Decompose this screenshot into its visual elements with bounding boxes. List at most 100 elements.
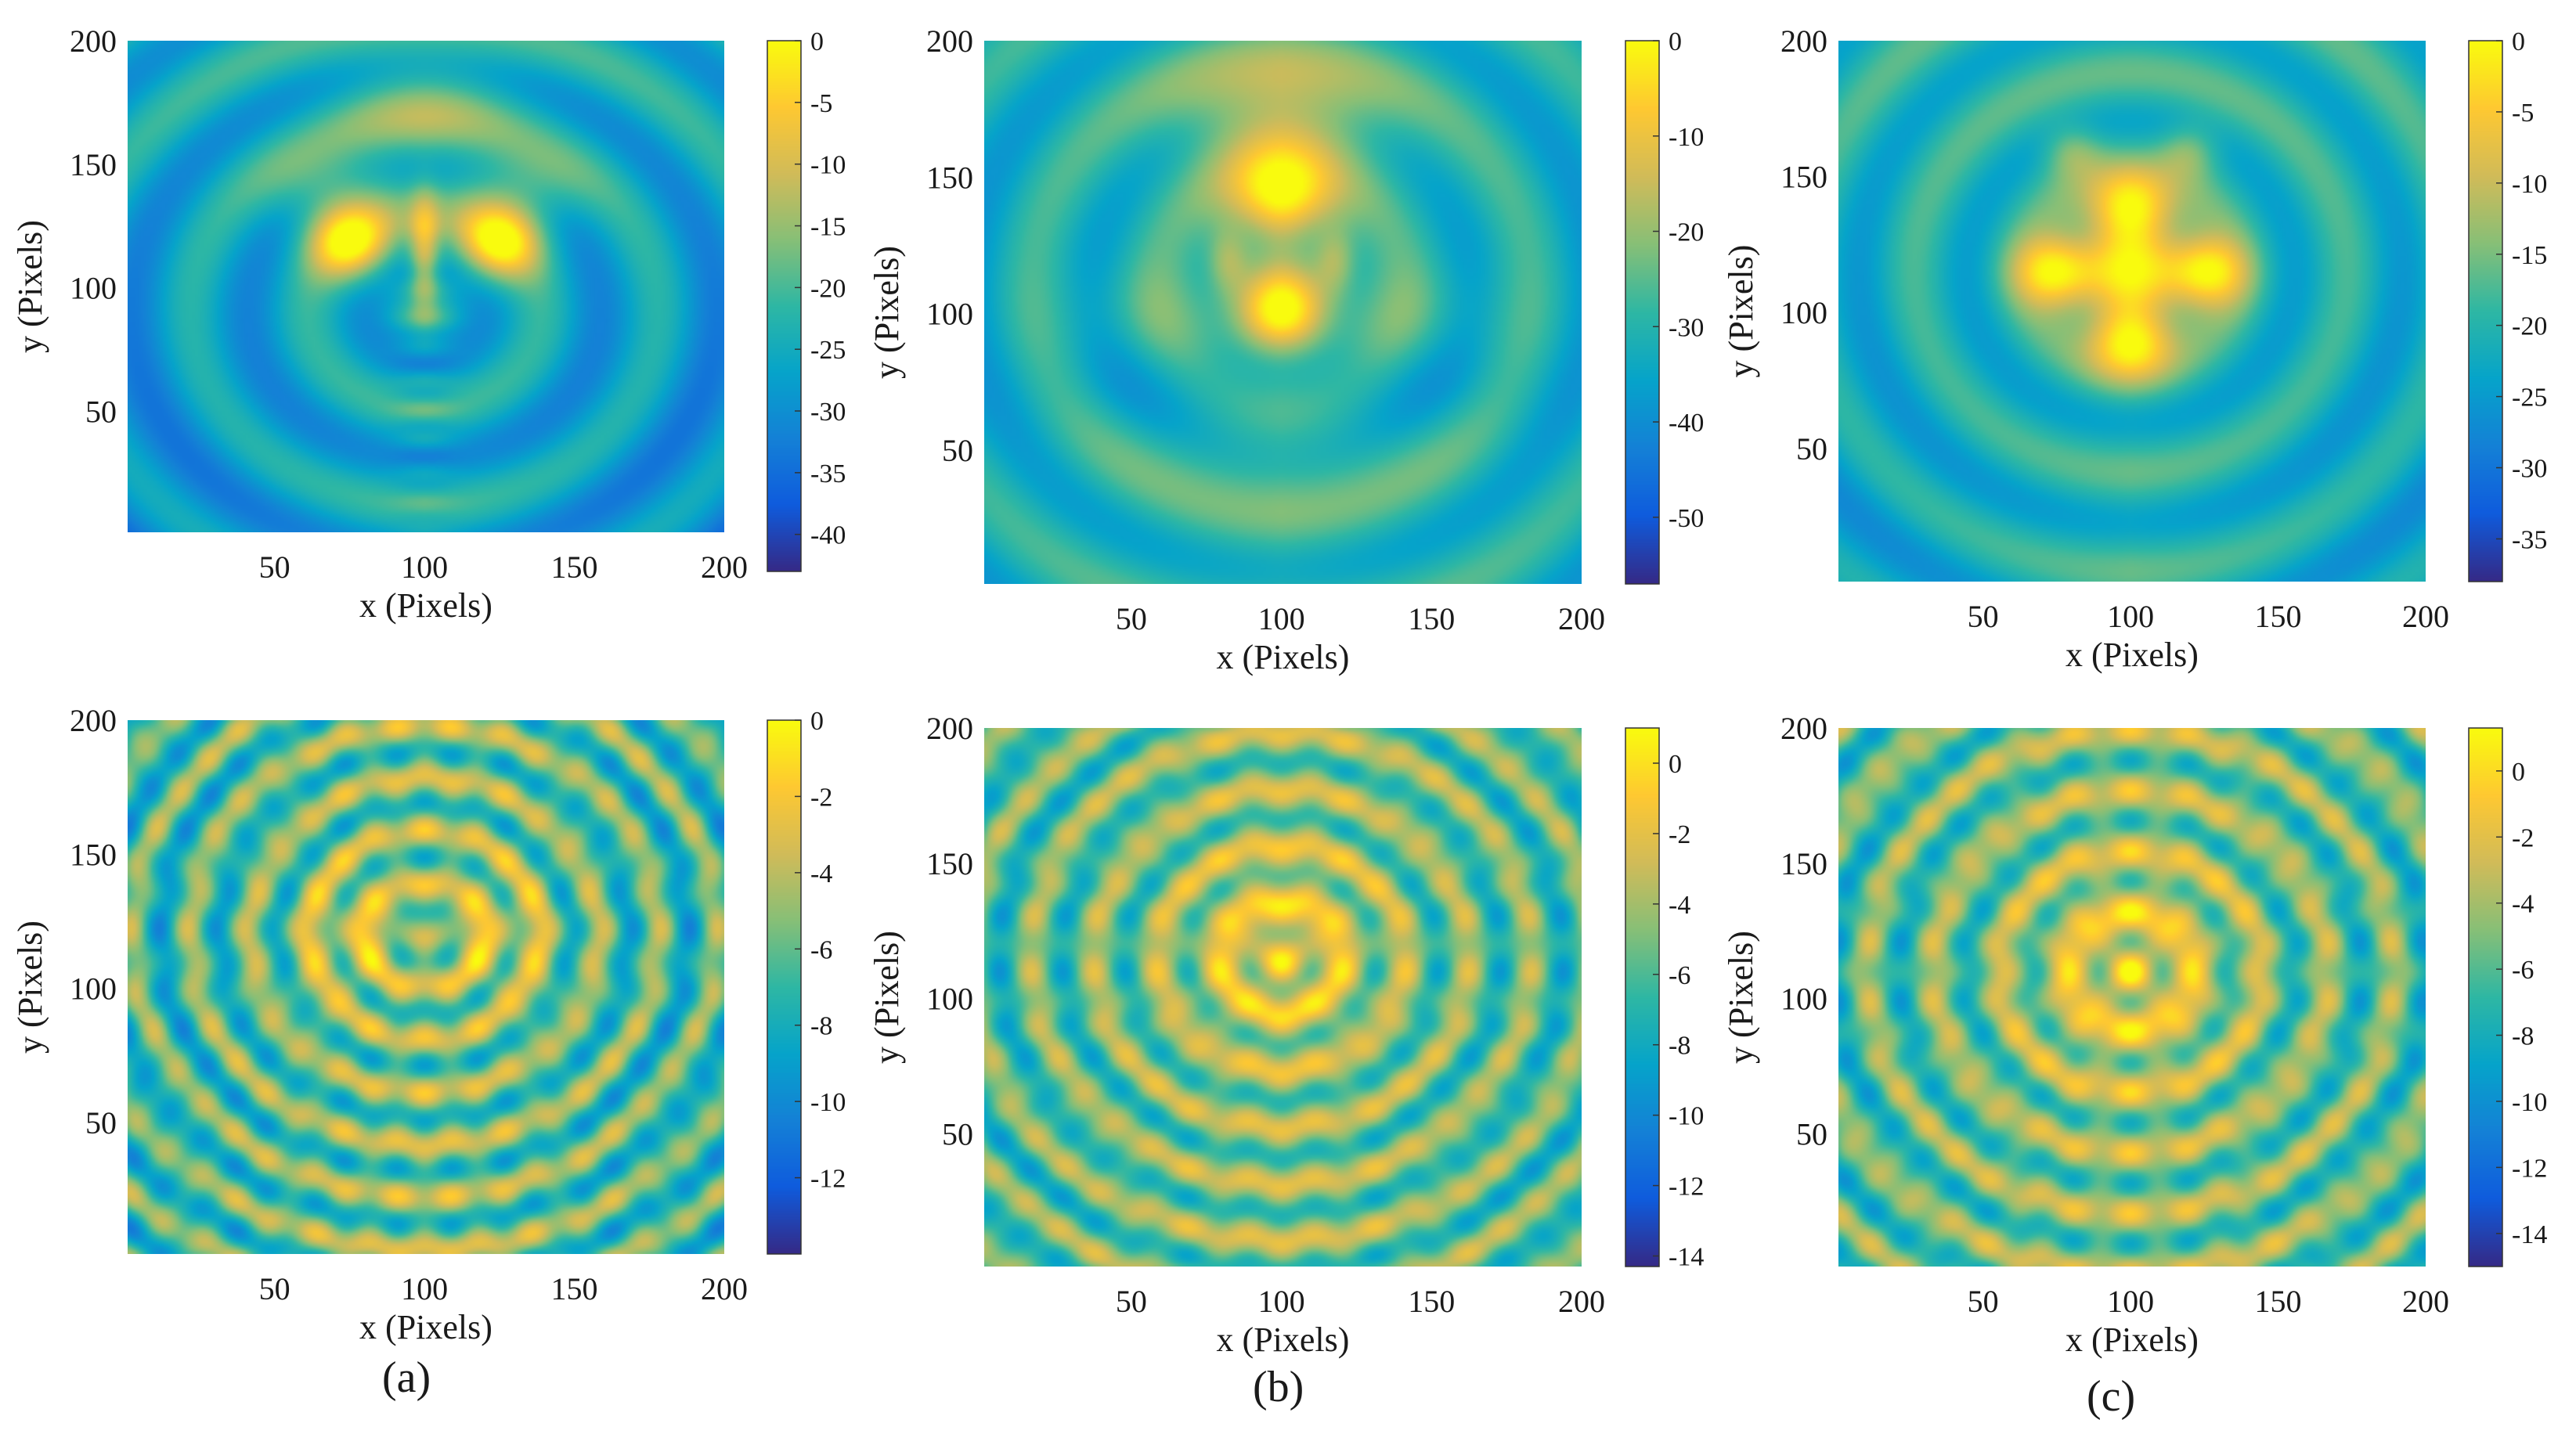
colorbar-tick-label: -4 [810, 859, 832, 888]
colorbar-tick-label: -20 [2512, 312, 2547, 341]
colorbar-tick-label: -5 [810, 89, 832, 118]
x-tick-label: 150 [551, 550, 598, 585]
y-tick-label: 150 [1780, 160, 1827, 195]
colorbar-tick-label: -10 [2512, 1088, 2547, 1117]
y-tick-label: 50 [942, 433, 973, 468]
colorbar-a-top [767, 41, 801, 571]
x-tick-label: 150 [2255, 1284, 2302, 1319]
x-tick-label: 150 [1408, 1284, 1455, 1319]
x-tick-label: 50 [1116, 601, 1147, 636]
colorbar-tick-label: -8 [2512, 1022, 2534, 1051]
x-tick-label: 50 [1968, 1284, 1999, 1319]
x-axis-label: x (Pixels) [1217, 638, 1350, 676]
colorbar-tick-label: -20 [1669, 218, 1704, 247]
x-tick-label: 200 [701, 550, 748, 585]
colorbar-tick-label: 0 [2512, 27, 2525, 56]
x-tick-label: 50 [259, 1271, 290, 1306]
y-tick-label: 50 [85, 1105, 117, 1141]
colorbar-b-top [1625, 41, 1659, 584]
colorbar-tick-label: -40 [810, 521, 846, 550]
y-tick-label: 100 [70, 971, 117, 1007]
x-tick-label: 50 [1116, 1284, 1147, 1319]
colorbar-b-bottom [1625, 728, 1659, 1267]
colorbar-tick-label: -25 [810, 336, 846, 365]
colorbar-tick-label: -2 [810, 783, 832, 812]
colorbar-tick-label: -14 [1669, 1243, 1704, 1272]
x-tick-label: 150 [551, 1271, 598, 1306]
y-tick-label: 200 [926, 23, 973, 59]
colorbar-tick-label: -30 [810, 398, 846, 427]
caption-b: (b) [1253, 1363, 1304, 1411]
colorbar-frame [2468, 40, 2503, 582]
y-tick-label: 100 [1780, 982, 1827, 1017]
heatmap-image-c-bottom [1838, 728, 2426, 1267]
x-axis-label: x (Pixels) [2065, 636, 2199, 674]
x-tick-label: 200 [1558, 1284, 1605, 1319]
x-axis-label: x (Pixels) [359, 586, 492, 625]
y-tick-label: 50 [85, 394, 117, 429]
colorbar-frame [1625, 40, 1660, 585]
colorbar-frame [1625, 727, 1660, 1267]
y-tick-label: 50 [1796, 431, 1827, 467]
x-tick-label: 100 [401, 1271, 448, 1306]
y-tick-label: 200 [70, 703, 117, 738]
colorbar-tick-label: -8 [1669, 1032, 1690, 1061]
x-tick-label: 150 [2255, 599, 2302, 634]
colorbar-tick-label: -30 [1669, 313, 1704, 342]
x-tick-label: 100 [401, 550, 448, 585]
y-tick-label: 150 [1780, 846, 1827, 881]
x-tick-label: 200 [701, 1271, 748, 1306]
colorbar-tick-label: -15 [2512, 241, 2547, 270]
colorbar-tick-label: -6 [2512, 956, 2534, 985]
colorbar-tick-label: 0 [1669, 750, 1682, 779]
y-tick-label: 100 [1780, 295, 1827, 330]
colorbar-tick-label: 0 [1669, 27, 1682, 56]
colorbar-tick-label: -6 [810, 935, 832, 964]
x-tick-label: 100 [2107, 599, 2154, 634]
colorbar-tick-label: -40 [1669, 409, 1704, 438]
y-tick-label: 150 [926, 846, 973, 881]
x-tick-label: 200 [2402, 1284, 2449, 1319]
colorbar-tick-label: -12 [2512, 1154, 2547, 1183]
colorbar-tick-label: -50 [1669, 504, 1704, 533]
colorbar-tick-label: 0 [810, 707, 824, 736]
y-tick-label: 200 [70, 23, 117, 59]
y-tick-label: 150 [926, 160, 973, 195]
colorbar-tick-label: -4 [2512, 890, 2534, 919]
y-tick-label: 150 [70, 837, 117, 872]
colorbar-tick-label: -35 [810, 459, 846, 488]
colorbar-tick-label: -35 [2512, 525, 2547, 554]
colorbar-tick-label: -8 [810, 1012, 832, 1041]
heatmap-image-b-top [984, 41, 1582, 584]
heatmap-image-a-bottom [128, 720, 724, 1254]
x-tick-label: 150 [1408, 601, 1455, 636]
colorbar-frame [2468, 727, 2503, 1267]
y-tick-label: 50 [942, 1117, 973, 1152]
colorbar-tick-label: -10 [810, 1088, 846, 1117]
caption-a: (a) [382, 1353, 431, 1402]
colorbar-tick-label: 0 [2512, 758, 2525, 787]
y-tick-label: 200 [926, 711, 973, 746]
caption-c: (c) [2087, 1372, 2136, 1421]
x-tick-label: 50 [1968, 599, 1999, 634]
heatmap-image-b-bottom [984, 728, 1582, 1267]
x-tick-label: 200 [1558, 601, 1605, 636]
colorbar-tick-label: 0 [810, 27, 824, 56]
colorbar-tick-label: -30 [2512, 455, 2547, 484]
colorbar-tick-label: -25 [2512, 384, 2547, 413]
x-tick-label: 100 [2107, 1284, 2154, 1319]
colorbar-tick-label: -6 [1669, 961, 1690, 990]
y-tick-label: 100 [926, 982, 973, 1017]
y-tick-label: 200 [1780, 711, 1827, 746]
colorbar-c-top [2469, 41, 2502, 582]
colorbar-frame [767, 719, 802, 1255]
colorbar-tick-label: -2 [1669, 820, 1690, 849]
y-tick-label: 100 [70, 271, 117, 306]
x-tick-label: 100 [1258, 1284, 1305, 1319]
x-axis-label: x (Pixels) [1217, 1321, 1350, 1359]
y-tick-label: 150 [70, 147, 117, 182]
